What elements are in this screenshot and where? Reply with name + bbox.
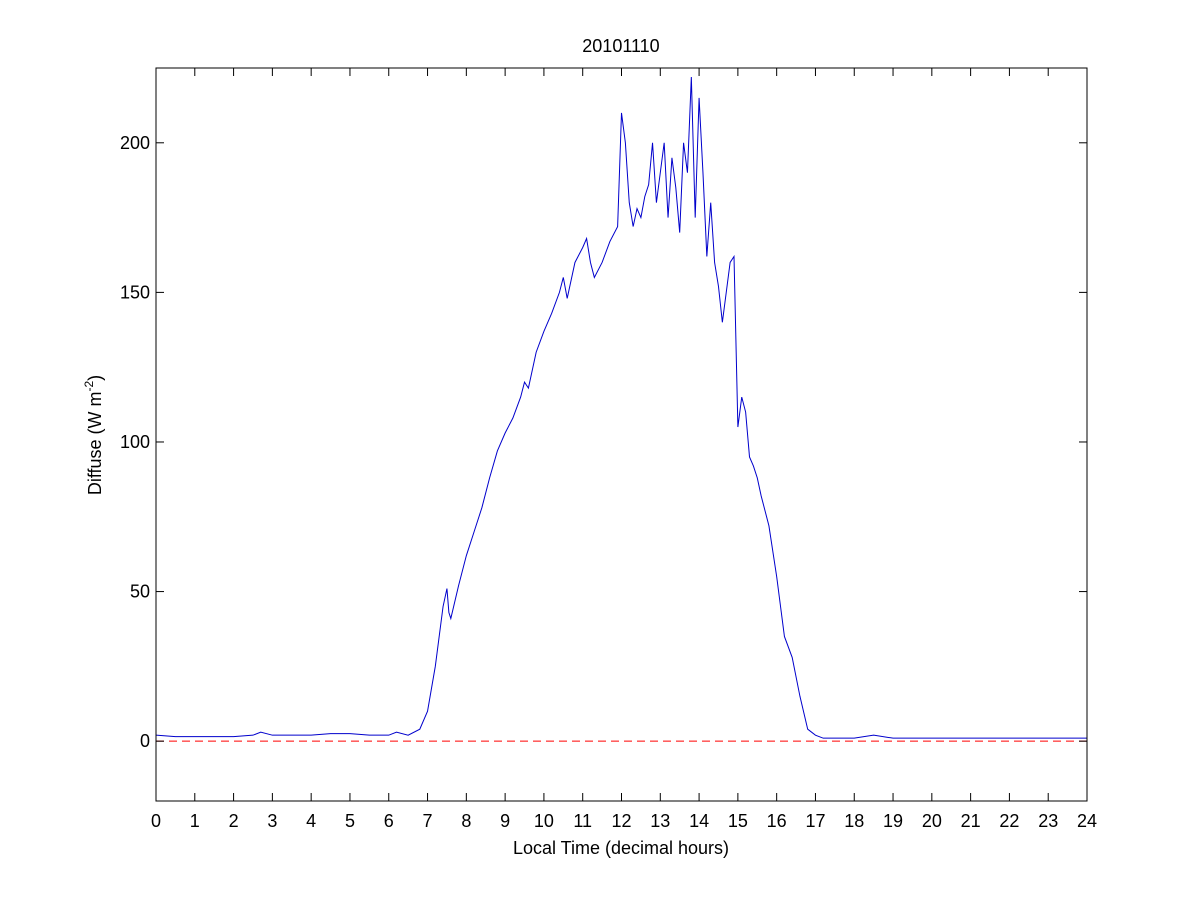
x-tick-label: 23 xyxy=(1038,811,1058,831)
x-tick-label: 10 xyxy=(534,811,554,831)
x-tick-label: 17 xyxy=(805,811,825,831)
x-tick-label: 14 xyxy=(689,811,709,831)
y-axis: 0 50 100 150 200 xyxy=(120,133,1087,751)
y-tick-label: 150 xyxy=(120,282,150,302)
x-tick-label: 8 xyxy=(461,811,471,831)
x-tick-label: 11 xyxy=(573,811,592,831)
y-axis-label: Diffuse (W m-2) xyxy=(82,375,105,495)
x-tick-label: 4 xyxy=(306,811,316,831)
y-axis-label-superscript: -2 xyxy=(82,380,96,391)
x-axis-label: Local Time (decimal hours) xyxy=(513,838,729,858)
plot-area xyxy=(155,67,1088,802)
y-tick-label: 50 xyxy=(130,582,150,602)
x-tick-label: 5 xyxy=(345,811,355,831)
y-tick-label: 200 xyxy=(120,133,150,153)
x-tick-label: 22 xyxy=(999,811,1019,831)
diffuse-series-line xyxy=(156,76,1087,739)
x-tick-label: 7 xyxy=(423,811,433,831)
x-tick-label: 13 xyxy=(650,811,670,831)
x-tick-label: 20 xyxy=(922,811,942,831)
x-tick-label: 16 xyxy=(767,811,787,831)
y-axis-label-close: ) xyxy=(85,375,105,381)
y-tick-label: 100 xyxy=(120,432,150,452)
x-axis: 0 1 2 3 4 5 6 7 8 9 10 11 12 13 14 15 16 17 18 19 20 21 22 23 24 xyxy=(151,68,1097,831)
chart-title: 20101110 xyxy=(582,36,659,56)
x-tick-label: 24 xyxy=(1077,811,1097,831)
x-tick-label: 15 xyxy=(728,811,748,831)
x-tick-label: 12 xyxy=(611,811,631,831)
x-tick-label: 18 xyxy=(844,811,864,831)
y-tick-label: 0 xyxy=(140,731,150,751)
x-tick-label: 21 xyxy=(961,811,981,831)
x-tick-label: 0 xyxy=(151,811,161,831)
x-tick-label: 1 xyxy=(190,811,200,831)
axes-box xyxy=(155,67,1088,802)
x-tick-label: 19 xyxy=(883,811,903,831)
x-tick-label: 2 xyxy=(229,811,239,831)
x-tick-label: 9 xyxy=(500,811,510,831)
x-tick-label: 6 xyxy=(384,811,394,831)
x-tick-label: 3 xyxy=(267,811,277,831)
